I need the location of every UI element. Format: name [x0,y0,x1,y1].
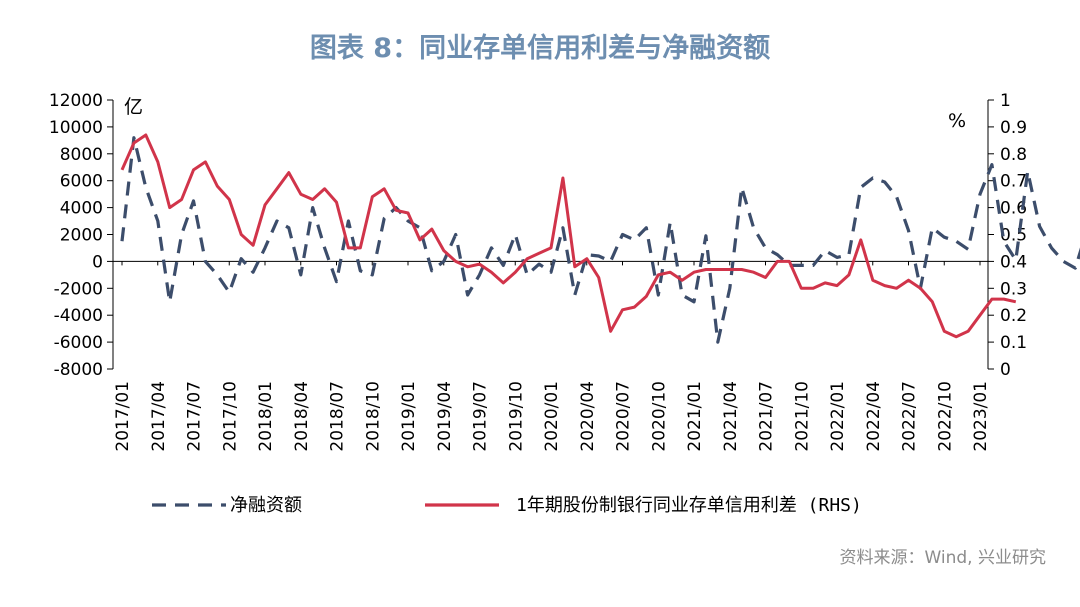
left-tick-label: 8000 [60,145,103,165]
x-tick-label: 2021/10 [792,381,812,452]
x-tick-label: 2020/10 [649,381,669,452]
left-tick-label: 12000 [49,91,103,111]
left-tick-label: -6000 [54,333,103,353]
x-tick-label: 2022/07 [900,381,920,452]
x-tick-label: 2022/04 [864,381,884,452]
x-tick-label: 2017/01 [113,381,133,452]
x-tick-label: 2020/04 [578,381,598,452]
x-tick-label: 2017/04 [149,381,169,452]
left-tick-label: -2000 [54,279,103,299]
credit-spread-line [120,133,1017,339]
source-note: 资料来源：Wind, 兴业研究 [839,548,1046,568]
x-tick-label: 2018/10 [363,381,383,452]
left-tick-label: 0 [92,252,103,272]
x-tick-label: 2021/07 [757,381,777,452]
x-tick-label: 2018/01 [256,381,276,452]
x-tick-label: 2022/01 [828,381,848,452]
right-tick-label: 0.9 [1000,118,1027,138]
x-tick-label: 2020/07 [614,381,634,452]
x-tick-label: 2023/01 [971,381,991,452]
axes: 12000 10000 8000 6000 4000 2000 0 -2000 -4000 -60… [49,91,1027,380]
right-tick-label: 0.1 [1000,333,1027,353]
right-axis-unit: % [948,110,966,132]
right-tick-label: 1 [1000,91,1011,111]
left-tick-label: 2000 [60,226,103,246]
left-tick-label: -4000 [54,306,103,326]
x-tick-label: 2021/01 [685,381,705,452]
x-tick-label: 2017/07 [185,381,205,452]
x-tick-label: 2020/01 [542,381,562,452]
x-tick-label: 2021/04 [721,381,741,452]
right-tick-label: 0.7 [1000,172,1027,192]
right-tick-label: 0.2 [1000,306,1027,326]
left-tick-label: 6000 [60,172,103,192]
x-tick-label: 2019/07 [471,381,491,452]
legend-label-credit-spread: 1年期股份制银行同业存单信用利差 (RHS) [516,495,862,516]
right-tick-label: 0.3 [1000,279,1027,299]
x-tick-label: 2018/04 [292,381,312,452]
left-tick-label: 4000 [60,199,103,219]
left-tick-label: 10000 [49,118,103,138]
legend-label-net-financing: 净融资额 [230,495,302,516]
x-tick-label: 2022/10 [935,381,955,452]
x-tick-label: 2017/10 [220,381,240,452]
series-lines [120,133,1080,344]
left-tick-label: -8000 [54,360,103,380]
x-tick-labels: 2017/01 2017/04 2017/07 2017/10 2018/01 2018/… [113,261,991,452]
left-axis-unit: 亿 [124,96,143,118]
x-tick-label: 2018/07 [328,381,348,452]
right-tick-label: 0 [1000,360,1011,380]
legend: 净融资额 1年期股份制银行同业存单信用利差 (RHS) [152,495,862,516]
right-tick-label: 0.6 [1000,199,1027,219]
x-tick-label: 2019/01 [399,381,419,452]
x-tick-label: 2019/04 [435,381,455,452]
chart-title: 图表 8：同业存单信用利差与净融资额 [309,33,771,64]
right-tick-label: 0.8 [1000,145,1027,165]
right-tick-label: 0.4 [1000,252,1027,272]
x-tick-label: 2019/10 [506,381,526,452]
